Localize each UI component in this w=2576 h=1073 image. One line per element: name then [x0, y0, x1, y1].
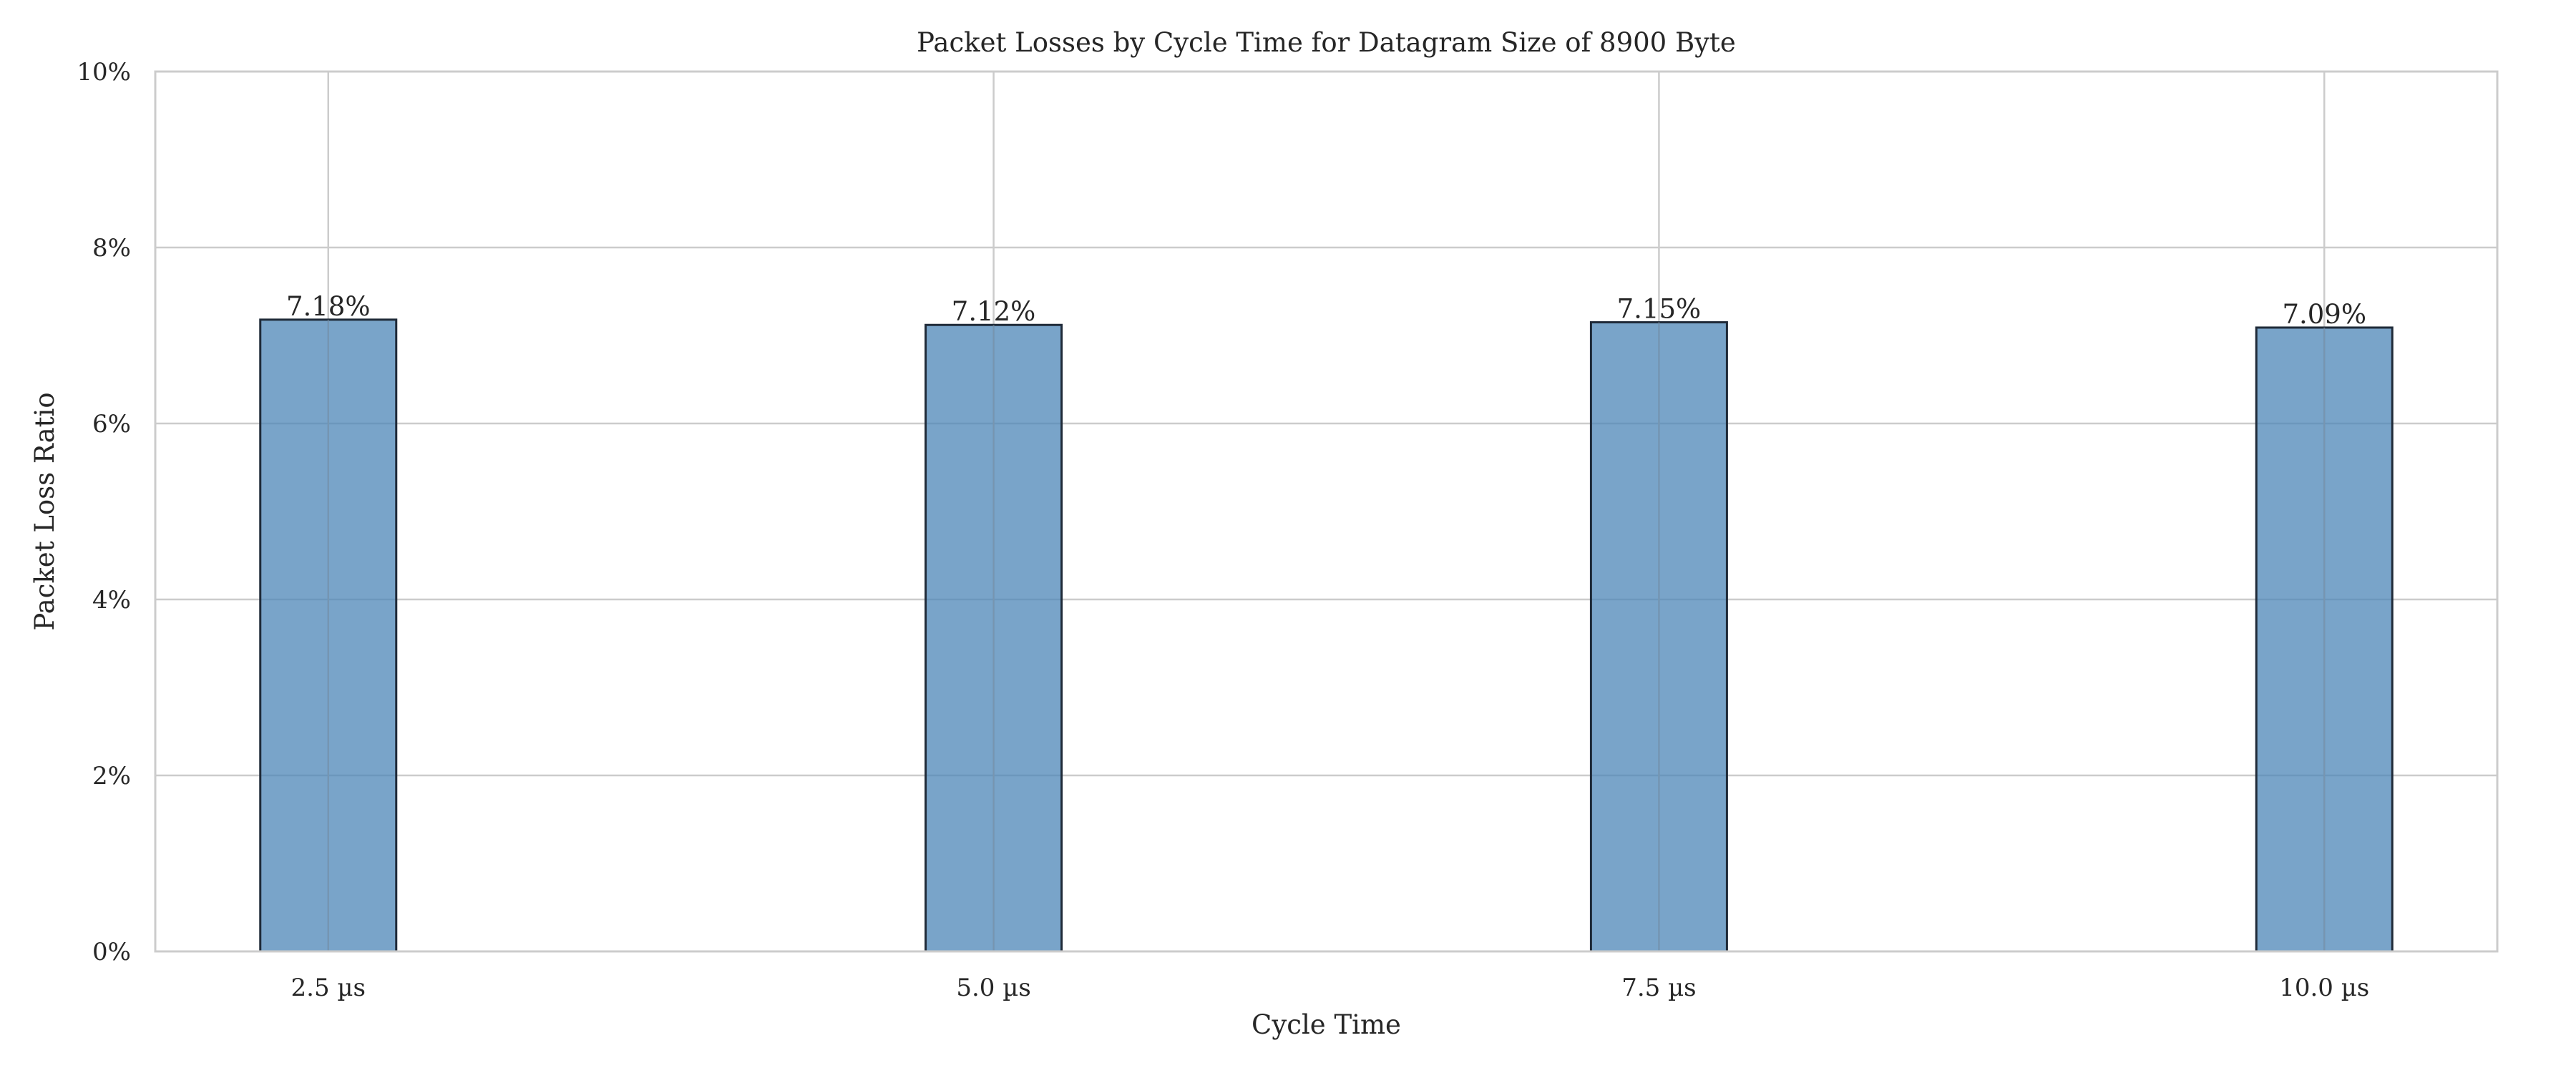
y-tick-label: 2%	[92, 762, 131, 790]
tick-labels: 0% 2% 4% 6% 8% 10% 2.5 µs 5.0 µs 7.5 µs 10.0 µs	[77, 58, 2369, 1002]
vertical-grid-overlay	[327, 319, 2326, 951]
bar-value-label: 7.18%	[286, 291, 371, 322]
bar-value-label: 7.12%	[952, 296, 1036, 327]
y-tick-label: 4%	[92, 586, 131, 614]
plot-frame	[154, 70, 2499, 953]
data-labels: 7.18% 7.12% 7.15% 7.09%	[286, 291, 2366, 330]
x-axis-label: Cycle Time	[1252, 1009, 1401, 1040]
x-tick-label: 2.5 µs	[291, 974, 366, 1002]
y-tick-label: 0%	[92, 938, 131, 966]
bar-value-label: 7.09%	[2282, 299, 2366, 330]
y-tick-label: 6%	[92, 410, 131, 438]
x-tick-label: 5.0 µs	[956, 974, 1030, 1002]
chart-title: Packet Losses by Cycle Time for Datagram…	[917, 27, 1736, 58]
y-tick-label: 8%	[92, 234, 131, 263]
x-tick-label: 10.0 µs	[2279, 974, 2369, 1002]
bar-value-label: 7.15%	[1617, 294, 1702, 325]
y-tick-label: 10%	[77, 58, 131, 87]
x-tick-label: 7.5 µs	[1621, 974, 1696, 1002]
y-axis-label: Packet Loss Ratio	[29, 392, 60, 630]
